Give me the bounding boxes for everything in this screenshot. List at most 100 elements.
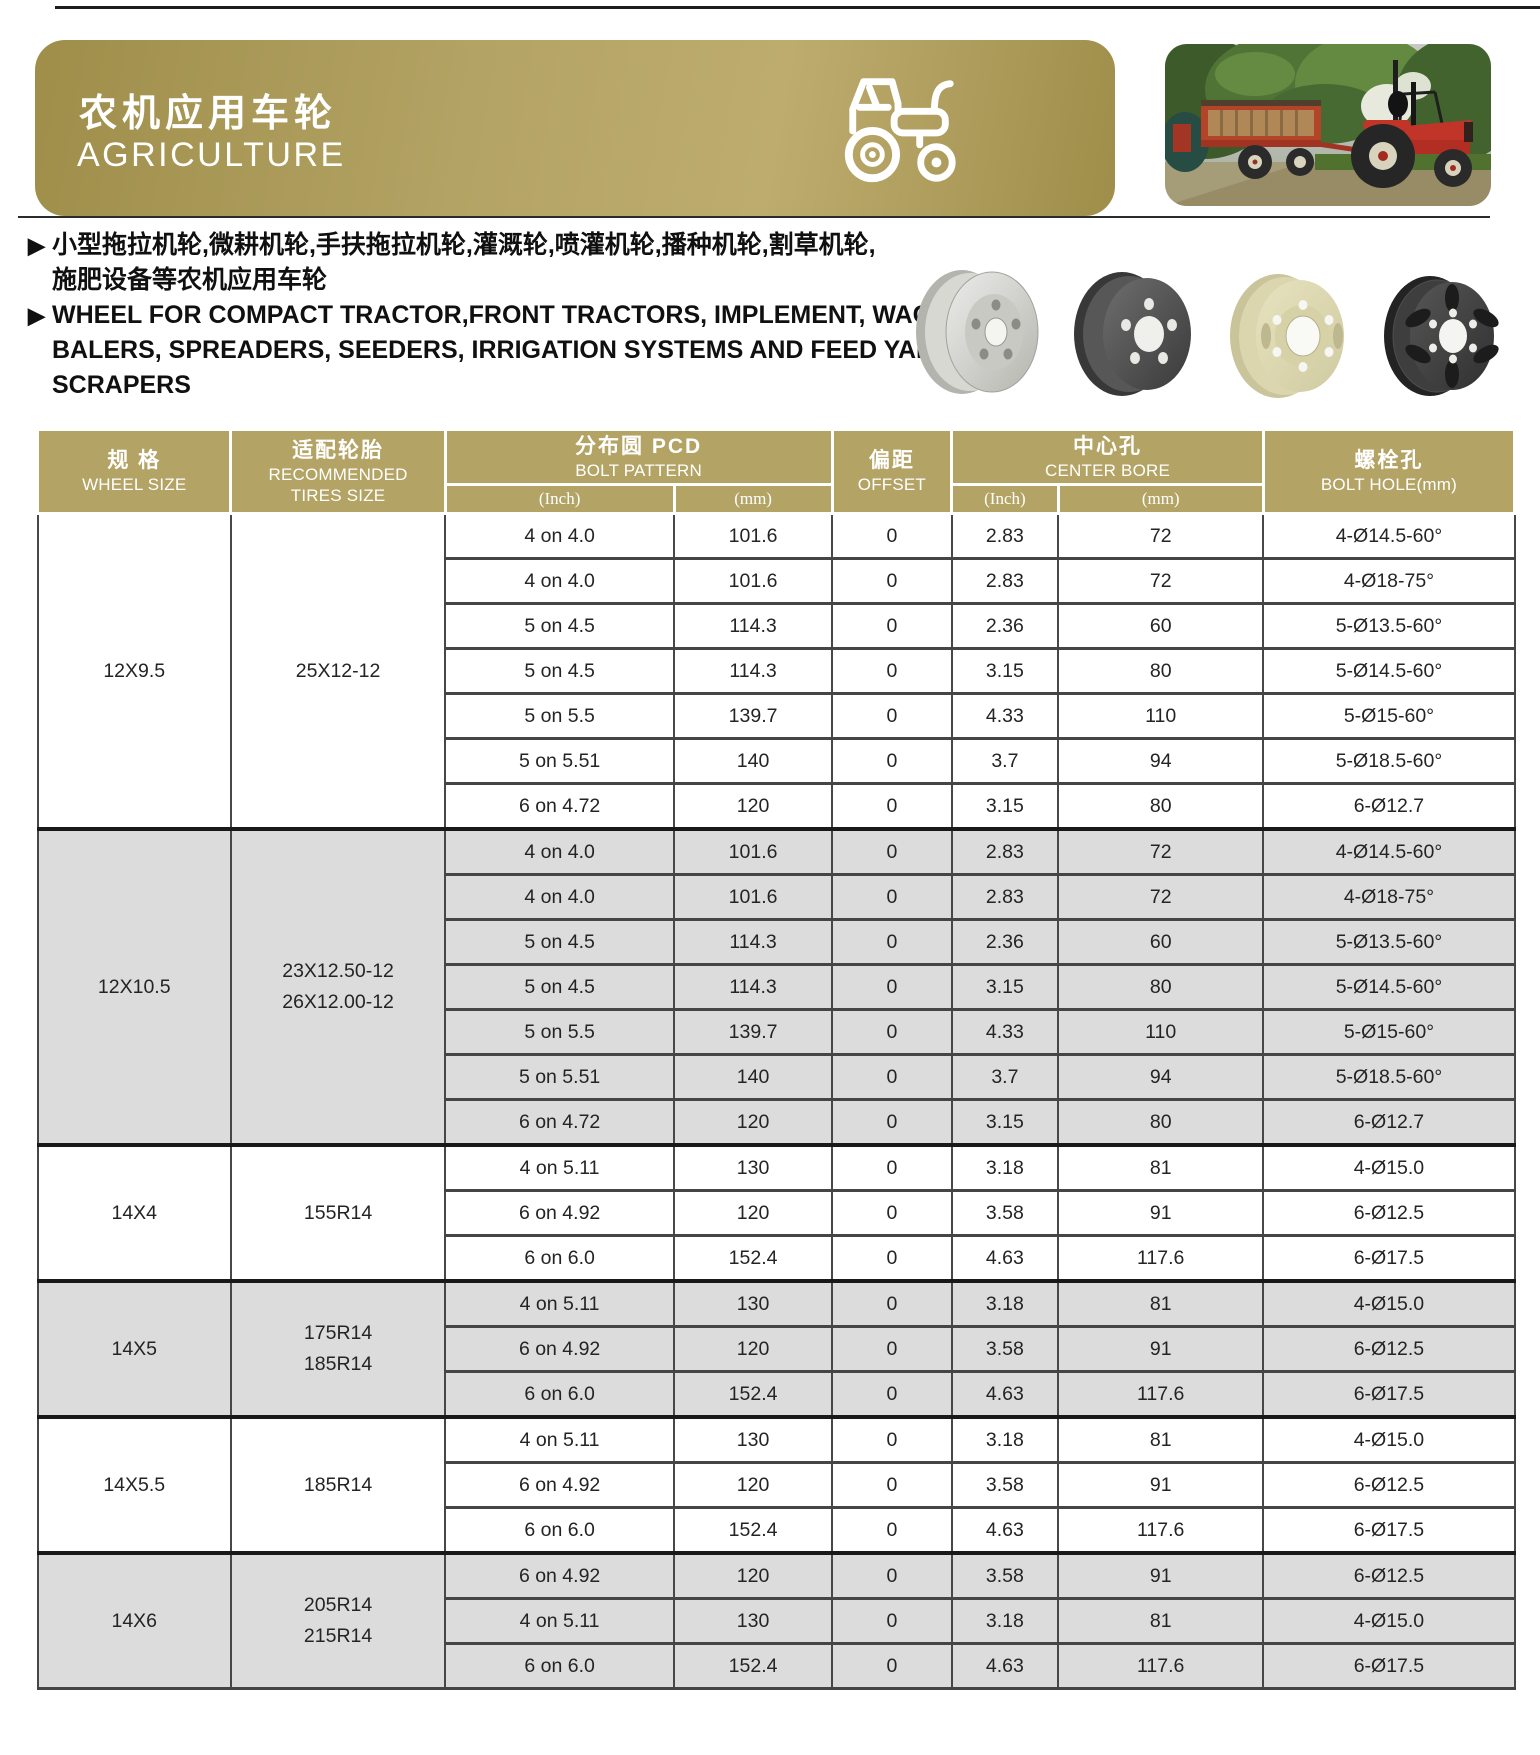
bolt-hole-cell: 5-Ø14.5-60° — [1262, 647, 1516, 695]
header-bolt-zh: 螺栓孔 — [1354, 449, 1424, 472]
bore-mm-cell: 117.6 — [1057, 1642, 1265, 1690]
pcd-mm-cell: 139.7 — [673, 1008, 834, 1056]
tires-size-line: 185R14 — [303, 1473, 373, 1496]
bolt-hole-cell: 5-Ø18.5-60° — [1262, 737, 1516, 785]
bolt-hole-cell: 4-Ø15.0 — [1262, 1597, 1516, 1645]
tires-size-line: 205R14 — [303, 1594, 373, 1616]
agriculture-banner: 农机应用车轮 AGRICULTURE — [35, 40, 1115, 216]
tires-size-cell: 25X12-12 — [229, 512, 447, 831]
intro-zh-line2: 施肥设备等农机应用车轮 — [52, 266, 328, 294]
table-row: 5 on 5.51 140 0 3.7 94 5-Ø18.5-60° — [38, 737, 1516, 785]
bolt-hole-cell: 6-Ø12.5 — [1262, 1551, 1516, 1600]
pcd-mm-cell: 140 — [673, 1053, 834, 1101]
offset-cell: 0 — [831, 827, 953, 876]
wheel-size-cell: 14X5.5 — [36, 1415, 232, 1555]
bore-inch-cell: 4.63 — [950, 1642, 1060, 1690]
pcd-mm-cell: 120 — [673, 782, 834, 831]
bore-mm-cell: 91 — [1057, 1551, 1265, 1600]
pcd-inch-cell: 6 on 4.92 — [444, 1461, 676, 1509]
bore-mm-cell: 110 — [1057, 1008, 1265, 1056]
pcd-mm-cell: 114.3 — [673, 602, 834, 650]
table-row: 12X9.5 25X12-12 4 on 4.0 101.6 0 2.83 72 4-Ø14.… — [36, 512, 1516, 831]
pcd-inch-cell: 5 on 5.51 — [444, 1053, 676, 1101]
tires-size-line: 215R14 — [303, 1625, 373, 1647]
bolt-hole-cell: 6-Ø12.5 — [1262, 1461, 1516, 1509]
bore-mm-cell: 81 — [1057, 1279, 1265, 1328]
tires-size-line: 25X12-12 — [295, 659, 381, 682]
bore-mm-cell: 117.6 — [1057, 1370, 1265, 1419]
bolt-hole-cell: 4-Ø14.5-60° — [1262, 827, 1516, 876]
bolt-hole-cell: 6-Ø17.5 — [1262, 1642, 1516, 1690]
spec-table: 规 格 WHEEL SIZE 适配轮胎 RECOMMENDED TIRES SI… — [35, 428, 1517, 1690]
bore-mm-cell: 117.6 — [1057, 1506, 1265, 1555]
header-tires-en2: TIRES SIZE — [290, 485, 386, 505]
offset-cell: 0 — [831, 782, 953, 831]
offset-cell: 0 — [831, 918, 953, 966]
banner-title-en: AGRICULTURE — [77, 136, 346, 174]
bolt-hole-cell: 6-Ø12.7 — [1262, 782, 1516, 831]
pcd-mm-cell: 152.4 — [673, 1234, 834, 1283]
header-bolt-en: BOLT HOLE(mm) — [1320, 475, 1457, 494]
pcd-inch-cell: 6 on 6.0 — [444, 1370, 676, 1419]
bore-mm-cell: 80 — [1057, 963, 1265, 1011]
pcd-inch-cell: 6 on 4.92 — [444, 1551, 676, 1600]
header-bolt-hole: 螺栓孔 BOLT HOLE(mm) — [1261, 428, 1517, 515]
pcd-inch-cell: 5 on 4.5 — [444, 647, 676, 695]
pcd-inch-cell: 4 on 5.11 — [444, 1597, 676, 1645]
bolt-hole-cell: 5-Ø18.5-60° — [1262, 1053, 1516, 1101]
bolt-hole-cell: 5-Ø13.5-60° — [1262, 602, 1516, 650]
bullet-icon: ▶ — [28, 233, 45, 258]
bolt-hole-cell: 6-Ø17.5 — [1262, 1506, 1516, 1555]
header-offset-zh: 偏距 — [868, 449, 915, 472]
bore-inch-cell: 3.15 — [950, 963, 1060, 1011]
offset-cell: 0 — [831, 737, 953, 785]
pcd-inch-cell: 6 on 6.0 — [444, 1642, 676, 1690]
bore-inch-cell: 2.83 — [950, 512, 1060, 560]
pcd-inch-cell: 4 on 4.0 — [444, 512, 676, 560]
offset-cell: 0 — [831, 1642, 953, 1690]
offset-cell: 0 — [831, 1189, 953, 1237]
intro-zh-line1: ▶ 小型拖拉机轮,微耕机轮,手扶拖拉机轮,灌溉轮,喷灌机轮,播种机轮,割草机轮, — [28, 228, 876, 263]
offset-cell: 0 — [831, 1370, 953, 1419]
offset-cell: 0 — [831, 1597, 953, 1645]
pcd-mm-cell: 140 — [673, 737, 834, 785]
intro-en-line3: SCRAPERS — [52, 371, 191, 399]
table-row: 6 on 6.0 152.4 0 4.63 117.6 6-Ø17.5 — [38, 1506, 1516, 1555]
table-row: 6 on 4.92 120 0 3.58 91 6-Ø12.5 — [38, 1189, 1516, 1237]
wheel-photo-silver — [916, 270, 1039, 394]
offset-cell: 0 — [831, 557, 953, 605]
offset-cell: 0 — [831, 602, 953, 650]
wheel-photo-cream — [1230, 274, 1344, 398]
bolt-hole-cell: 6-Ø12.5 — [1262, 1325, 1516, 1373]
bolt-hole-cell: 5-Ø15-60° — [1262, 692, 1516, 740]
subheader-bore-inch: (Inch) — [950, 483, 1060, 515]
header-bore-en: CENTER BORE — [1045, 460, 1171, 480]
pcd-mm-cell: 152.4 — [673, 1370, 834, 1419]
bolt-hole-cell: 6-Ø17.5 — [1262, 1370, 1516, 1419]
bolt-hole-cell: 6-Ø12.5 — [1262, 1189, 1516, 1237]
offset-cell: 0 — [831, 1506, 953, 1555]
bore-mm-cell: 110 — [1057, 692, 1265, 740]
pcd-mm-cell: 130 — [673, 1143, 834, 1192]
pcd-inch-cell: 6 on 6.0 — [444, 1234, 676, 1283]
offset-cell: 0 — [831, 647, 953, 695]
tires-size-cell: 155R14 — [229, 1143, 447, 1283]
pcd-inch-cell: 6 on 6.0 — [444, 1506, 676, 1555]
table-row: 6 on 4.72 120 0 3.15 80 6-Ø12.7 — [38, 782, 1516, 831]
bore-mm-cell: 81 — [1057, 1597, 1265, 1645]
pcd-inch-cell: 6 on 4.92 — [444, 1325, 676, 1373]
offset-cell: 0 — [831, 1325, 953, 1373]
table-row: 6 on 4.92 120 0 3.58 91 6-Ø12.5 — [38, 1461, 1516, 1509]
bore-inch-cell: 3.15 — [950, 1098, 1060, 1147]
pcd-inch-cell: 5 on 4.5 — [444, 963, 676, 1011]
table-row: 6 on 6.0 152.4 0 4.63 117.6 6-Ø17.5 — [38, 1234, 1516, 1283]
table-row: 5 on 4.5 114.3 0 3.15 80 5-Ø14.5-60° — [38, 963, 1516, 1011]
pcd-mm-cell: 120 — [673, 1551, 834, 1600]
offset-cell: 0 — [831, 1551, 953, 1600]
subheader-pcd-mm: (mm) — [672, 483, 834, 515]
pcd-mm-cell: 120 — [673, 1098, 834, 1147]
bore-mm-cell: 72 — [1057, 557, 1265, 605]
spec-group-14X5.5: 14X5.5 185R14 4 on 5.11 130 0 3.18 81 4-Ø15.0 6 … — [36, 1415, 1516, 1555]
bore-inch-cell: 4.63 — [950, 1370, 1060, 1419]
